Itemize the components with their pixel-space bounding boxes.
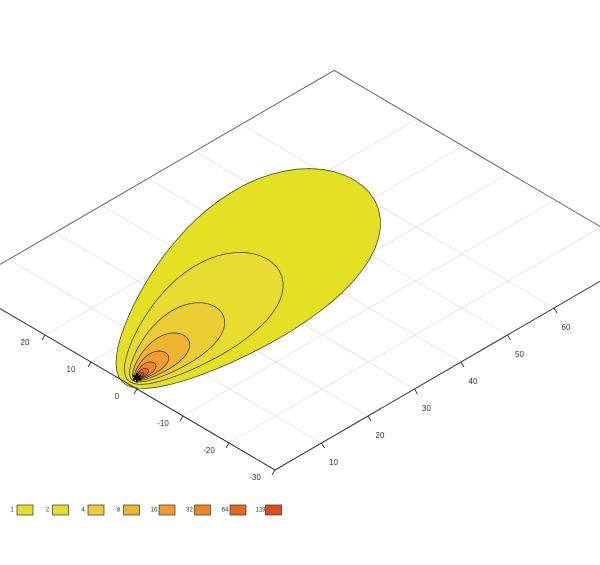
x-tick-label: 10 bbox=[329, 458, 338, 467]
legend-swatch bbox=[265, 504, 282, 516]
y-axis bbox=[0, 308, 276, 471]
grid-line bbox=[182, 199, 556, 417]
legend-label: 64 bbox=[222, 508, 229, 514]
x-tick-label: 40 bbox=[469, 377, 478, 386]
plot-area: ✱ 10 20 30 40 50 60 -30 -20 -10 0 10 20 bbox=[0, 69, 600, 482]
legend-swatch bbox=[87, 504, 105, 516]
legend-label: 2 bbox=[46, 508, 50, 514]
y-tick-label: -10 bbox=[157, 419, 169, 428]
legend-label: 16 bbox=[151, 508, 158, 514]
x-tick-label: 50 bbox=[515, 350, 524, 359]
x-tick bbox=[321, 442, 325, 449]
legend-swatch bbox=[229, 504, 247, 516]
x-tick-label: 60 bbox=[562, 323, 571, 332]
legend-swatch bbox=[194, 504, 211, 516]
y-tick bbox=[225, 442, 230, 449]
y-tick bbox=[41, 334, 46, 341]
legend-swatch bbox=[123, 504, 140, 516]
y-tick bbox=[133, 388, 138, 395]
source-marker: ✱ bbox=[132, 371, 143, 386]
y-tick-label: -30 bbox=[249, 473, 261, 482]
y-tick bbox=[87, 361, 92, 368]
grid-line bbox=[241, 124, 555, 309]
legend: 1 2 4 8 16 32 64 128 bbox=[10, 504, 282, 516]
x-tick bbox=[507, 334, 511, 341]
y-tick bbox=[179, 415, 184, 422]
legend-label: 1 bbox=[10, 508, 14, 514]
legend-swatch bbox=[52, 504, 69, 516]
grid-line bbox=[228, 227, 600, 444]
contour-region bbox=[136, 371, 145, 379]
x-tick bbox=[367, 415, 372, 422]
x-tick-label: 30 bbox=[422, 404, 431, 413]
y-tick-label: 10 bbox=[67, 365, 76, 374]
x-tick bbox=[460, 361, 465, 368]
y-tick bbox=[271, 469, 276, 476]
legend-swatch bbox=[16, 504, 34, 516]
y-tick-label: 0 bbox=[115, 392, 120, 401]
legend-label: 4 bbox=[81, 508, 85, 514]
y-tick-label: 20 bbox=[21, 338, 30, 347]
legend-swatch bbox=[158, 504, 176, 516]
x-tick-label: 20 bbox=[376, 431, 385, 440]
legend-label: 32 bbox=[186, 508, 193, 514]
x-tick bbox=[414, 388, 418, 395]
x-tick bbox=[553, 307, 558, 314]
legend-label: 128 bbox=[255, 508, 266, 514]
legend-label: 8 bbox=[117, 508, 121, 514]
y-tick-label: -20 bbox=[203, 446, 215, 455]
